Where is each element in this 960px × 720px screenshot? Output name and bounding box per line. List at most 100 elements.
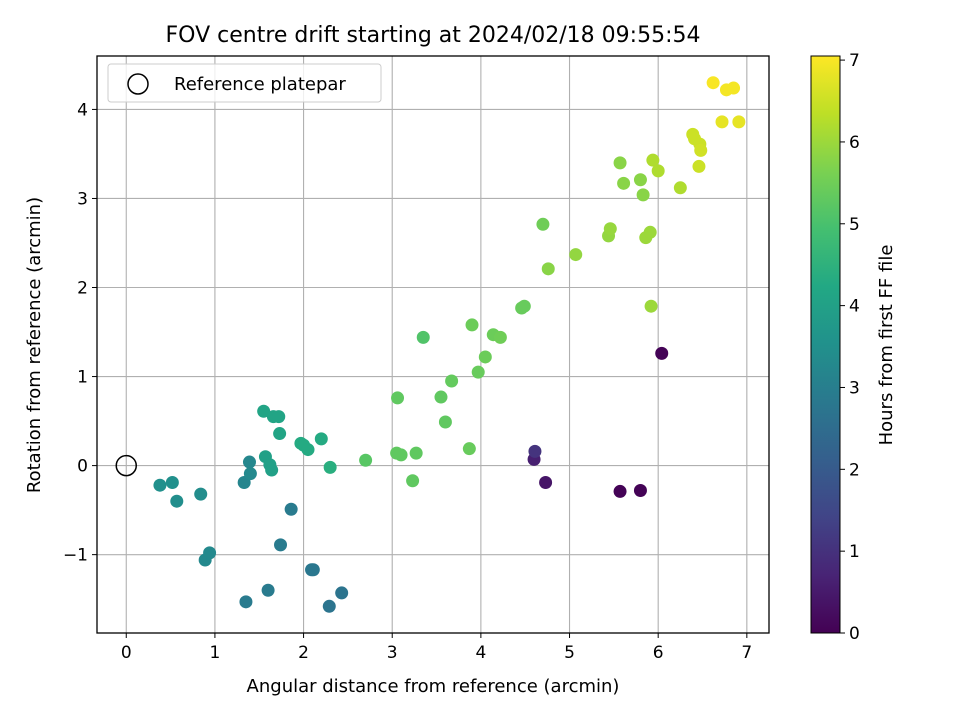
data-point bbox=[541, 262, 555, 276]
data-point bbox=[465, 318, 479, 332]
data-point bbox=[335, 586, 349, 600]
data-point bbox=[636, 188, 650, 202]
data-point bbox=[272, 410, 286, 424]
colorbar: 0 1 2 3 4 5 6 7 Hours from first FF file bbox=[810, 51, 897, 644]
data-point bbox=[692, 159, 706, 173]
data-point bbox=[613, 156, 627, 170]
colorbar-ticks: 0 1 2 3 4 5 6 7 bbox=[840, 51, 860, 644]
data-point bbox=[274, 538, 288, 552]
data-point bbox=[643, 225, 657, 239]
data-point bbox=[323, 460, 337, 474]
reference-point-marker bbox=[115, 454, 138, 477]
legend: Reference platepar bbox=[107, 63, 382, 103]
data-point bbox=[416, 330, 430, 344]
data-point bbox=[445, 374, 459, 388]
legend-label: Reference platepar bbox=[174, 74, 346, 95]
data-point bbox=[257, 404, 271, 418]
data-point bbox=[536, 217, 550, 231]
data-point bbox=[655, 346, 669, 360]
data-point bbox=[673, 181, 687, 195]
data-point bbox=[314, 432, 328, 446]
data-point bbox=[165, 476, 179, 490]
y-tick-label: 1 bbox=[77, 368, 88, 388]
data-point bbox=[434, 390, 448, 404]
colorbar-tick-label: 4 bbox=[849, 297, 860, 317]
data-point bbox=[322, 599, 336, 613]
grid bbox=[97, 56, 769, 633]
y-axis-label: Rotation from reference (arcmin) bbox=[24, 197, 45, 493]
x-tick-label: 2 bbox=[298, 643, 309, 663]
data-point bbox=[633, 173, 647, 187]
data-point bbox=[651, 164, 665, 178]
data-points bbox=[115, 76, 746, 613]
data-point bbox=[284, 502, 298, 516]
colorbar-gradient bbox=[810, 55, 841, 634]
x-tick-label: 0 bbox=[121, 643, 132, 663]
data-point bbox=[603, 222, 617, 236]
x-tick-label: 5 bbox=[564, 643, 575, 663]
colorbar-tick-label: 3 bbox=[849, 378, 860, 398]
data-point bbox=[517, 299, 531, 313]
data-point bbox=[359, 453, 373, 467]
data-point bbox=[644, 299, 658, 313]
data-point bbox=[493, 330, 507, 344]
data-point bbox=[306, 563, 320, 577]
colorbar-tick-label: 0 bbox=[849, 624, 860, 644]
data-point bbox=[194, 487, 208, 501]
colorbar-label: Hours from first FF file bbox=[876, 245, 897, 446]
data-point bbox=[203, 546, 217, 560]
colorbar-tick-label: 7 bbox=[849, 51, 860, 71]
data-point bbox=[694, 143, 708, 157]
data-point bbox=[569, 248, 583, 262]
data-point bbox=[706, 76, 720, 90]
legend-box bbox=[107, 63, 382, 103]
x-axis-ticks: 0 1 2 3 4 5 6 7 bbox=[121, 633, 752, 663]
data-point bbox=[265, 463, 279, 477]
data-point bbox=[617, 176, 631, 190]
y-tick-label: 0 bbox=[77, 457, 88, 477]
data-point bbox=[243, 467, 257, 481]
data-point bbox=[170, 494, 184, 508]
data-point bbox=[646, 153, 660, 167]
data-point bbox=[261, 583, 275, 597]
data-point bbox=[406, 474, 420, 488]
y-tick-label: 2 bbox=[77, 279, 88, 299]
data-point bbox=[732, 115, 746, 129]
data-point bbox=[727, 81, 741, 95]
colorbar-tick-label: 2 bbox=[849, 460, 860, 480]
x-tick-label: 4 bbox=[475, 643, 486, 663]
plot-frame bbox=[96, 55, 770, 634]
data-point bbox=[273, 427, 287, 441]
x-tick-label: 1 bbox=[209, 643, 220, 663]
data-point bbox=[409, 446, 423, 460]
x-tick-label: 3 bbox=[387, 643, 398, 663]
legend-marker-icon bbox=[127, 73, 149, 95]
y-tick-label: 4 bbox=[77, 100, 88, 120]
colorbar-tick-label: 1 bbox=[849, 542, 860, 562]
y-tick-label: −1 bbox=[63, 546, 88, 566]
data-point bbox=[478, 350, 492, 364]
data-point bbox=[242, 455, 256, 469]
data-point bbox=[391, 391, 405, 405]
chart-title: FOV centre drift starting at 2024/02/18 … bbox=[166, 23, 701, 48]
data-point bbox=[471, 365, 485, 379]
data-point bbox=[613, 484, 627, 498]
y-tick-label: 3 bbox=[77, 189, 88, 209]
y-axis-ticks: −1 0 1 2 3 4 bbox=[63, 100, 97, 566]
colorbar-tick-label: 5 bbox=[849, 215, 860, 235]
colorbar-tick-label: 6 bbox=[849, 133, 860, 153]
data-point bbox=[239, 595, 253, 609]
x-tick-label: 7 bbox=[741, 643, 752, 663]
data-point bbox=[301, 443, 315, 457]
data-point bbox=[462, 442, 476, 456]
data-point bbox=[539, 476, 553, 490]
data-point bbox=[633, 484, 647, 498]
data-point bbox=[528, 444, 542, 458]
x-tick-label: 6 bbox=[653, 643, 664, 663]
data-point bbox=[438, 415, 452, 429]
x-axis-label: Angular distance from reference (arcmin) bbox=[247, 676, 620, 697]
data-point bbox=[153, 478, 167, 492]
data-point bbox=[394, 448, 408, 462]
data-point bbox=[715, 115, 729, 129]
